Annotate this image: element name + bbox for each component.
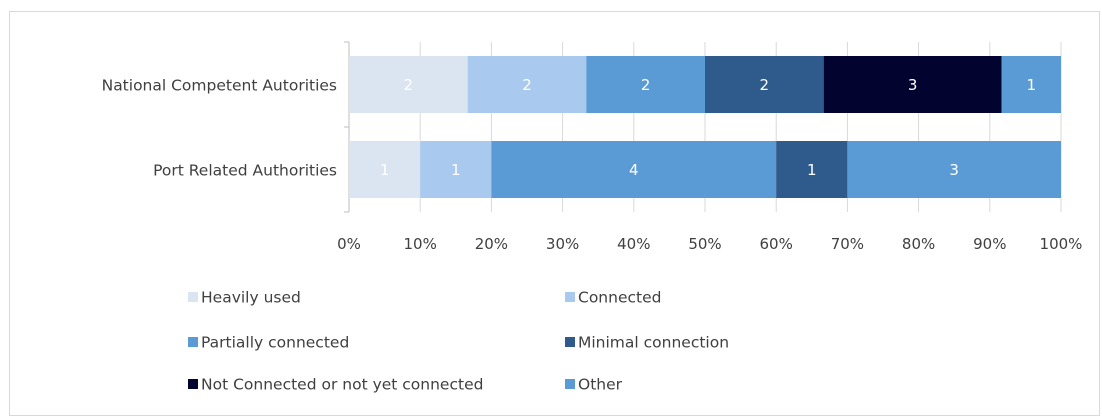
bar-segment xyxy=(776,141,848,198)
x-tick-label: 70% xyxy=(831,235,864,253)
category-label: National Competent Autorities xyxy=(102,77,337,95)
chart-frame: 2 2 2 2 3 1 National Competent Autorities 1 1 4 1 3… xyxy=(9,11,1100,416)
legend-swatch xyxy=(565,379,575,389)
data-label: 4 xyxy=(629,161,639,179)
x-tick-label: 20% xyxy=(475,235,508,253)
data-label: 2 xyxy=(760,76,770,94)
x-tick-label: 10% xyxy=(404,235,437,253)
bar-segment xyxy=(420,141,492,198)
data-label: 1 xyxy=(451,161,461,179)
data-label: 2 xyxy=(641,76,651,94)
legend-label: Connected xyxy=(578,289,661,307)
bar-segment xyxy=(349,56,468,113)
legend-label: Heavily used xyxy=(201,289,301,307)
legend-swatch xyxy=(188,337,198,347)
bar-segment xyxy=(847,141,1061,198)
category-label: Port Related Authorities xyxy=(153,162,337,180)
data-label: 2 xyxy=(404,76,414,94)
data-label: 3 xyxy=(908,76,918,94)
bar-segment xyxy=(349,141,421,198)
x-tick-label: 40% xyxy=(617,235,650,253)
bar-segment xyxy=(1001,56,1061,113)
x-tick-label: 100% xyxy=(1040,235,1083,253)
data-label: 1 xyxy=(1027,76,1037,94)
x-tick-label: 50% xyxy=(688,235,721,253)
legend-swatch xyxy=(188,292,198,302)
data-label: 1 xyxy=(807,161,817,179)
data-label: 2 xyxy=(522,76,532,94)
bar-segment xyxy=(823,56,1002,113)
legend-swatch xyxy=(188,379,198,389)
x-tick-label: 90% xyxy=(973,235,1006,253)
legend-label: Other xyxy=(578,376,623,394)
legend-label: Partially connected xyxy=(201,334,349,352)
legend-label: Not Connected or not yet connected xyxy=(201,376,483,394)
legend-swatch xyxy=(565,337,575,347)
bar-segment xyxy=(586,56,705,113)
bar-segment xyxy=(491,141,777,198)
x-tick-label: 30% xyxy=(546,235,579,253)
data-label: 1 xyxy=(380,161,390,179)
bar-segment xyxy=(705,56,824,113)
x-tick-label: 80% xyxy=(902,235,935,253)
legend-swatch xyxy=(565,292,575,302)
x-tick-label: 0% xyxy=(337,235,361,253)
x-tick-label: 60% xyxy=(760,235,793,253)
legend-label: Minimal connection xyxy=(578,334,729,352)
stacked-bar-chart: 2 2 2 2 3 1 National Competent Autorities 1 1 4 1 3… xyxy=(102,41,1083,394)
bar-segment xyxy=(467,56,587,113)
data-label: 3 xyxy=(949,161,959,179)
